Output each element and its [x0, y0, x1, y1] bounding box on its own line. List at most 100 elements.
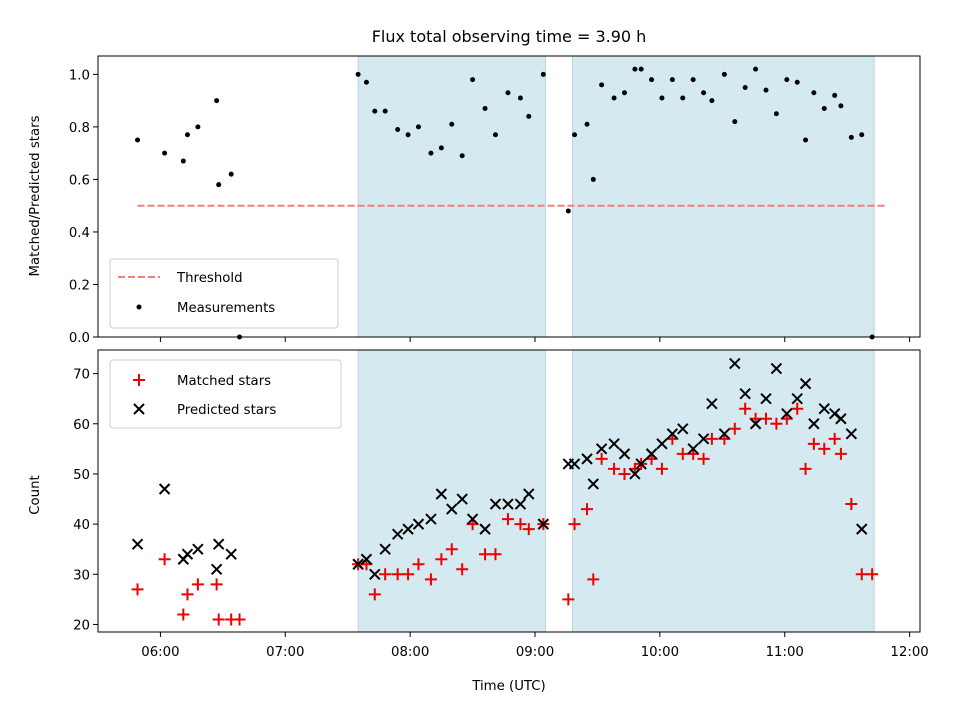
- measurements-point-6: [214, 98, 220, 104]
- matched-stars-point-18: [435, 553, 448, 566]
- predicted-stars-point-16: [425, 513, 437, 525]
- matched-stars-point-4: [181, 588, 194, 601]
- matched-stars-point-28: [562, 593, 575, 606]
- top-ytick-label: 1.0: [69, 68, 90, 83]
- top-shaded-interval-1: [357, 55, 546, 338]
- predicted-stars-point-57: [856, 523, 868, 535]
- predicted-stars-point-19: [456, 493, 468, 505]
- legend-measurements-label: Measurements: [177, 301, 275, 316]
- predicted-stars-point-21: [479, 523, 491, 535]
- matched-stars-point-19: [445, 543, 458, 556]
- bottom-axes-frame: [97, 349, 921, 633]
- legend-measurements-swatch: [136, 304, 142, 310]
- predicted-stars-point-35: [635, 458, 647, 470]
- matched-stars-point-49: [770, 417, 783, 430]
- xtick-label: 08:00: [391, 645, 429, 660]
- predicted-stars-point-12: [379, 543, 391, 555]
- measurements-point-50: [784, 77, 790, 83]
- xtick-label: 06:00: [141, 645, 179, 660]
- predicted-stars-point-45: [739, 387, 751, 400]
- predicted-stars-point-18: [446, 503, 458, 515]
- measurements-point-49: [773, 111, 779, 117]
- measurements-point-38: [659, 95, 665, 101]
- bottom-ytick-label: 60: [73, 418, 90, 433]
- predicted-stars-point-34: [629, 468, 641, 480]
- predicted-stars-point-31: [595, 443, 608, 455]
- measurements-point-43: [709, 98, 715, 104]
- predicted-stars-point-48: [770, 362, 783, 375]
- predicted-stars-point-26: [537, 518, 550, 530]
- predicted-stars-point-8: [225, 548, 237, 560]
- measurements-point-39: [669, 77, 675, 83]
- measurements-point-37: [649, 77, 655, 83]
- matched-stars-point-48: [760, 412, 773, 425]
- measurements-point-44: [721, 71, 727, 77]
- measurements-point-26: [526, 113, 532, 119]
- measurements-point-48: [763, 87, 769, 93]
- measurements-point-58: [859, 132, 865, 138]
- predicted-stars-point-11: [369, 568, 381, 581]
- shaded-intervals: [357, 55, 875, 633]
- measurements-point-11: [363, 79, 369, 85]
- measurements-point-15: [405, 132, 411, 138]
- matched-stars-point-55: [828, 432, 841, 445]
- top-ytick-label: 0.6: [69, 173, 90, 188]
- measurements-point-20: [459, 153, 465, 159]
- predicted-stars-point-40: [687, 443, 699, 455]
- measurements-point-7: [216, 182, 222, 188]
- measurements-point-25: [517, 95, 523, 101]
- matched-stars-point-17: [424, 573, 437, 586]
- measurements-point-41: [690, 77, 696, 83]
- top-legend: Threshold Measurements: [109, 258, 339, 329]
- predicted-stars-point-2: [158, 483, 171, 495]
- measurements-point-21: [470, 77, 476, 83]
- measurements-point-8: [228, 171, 234, 177]
- measurements-point-45: [732, 119, 738, 125]
- legend-matched-label: Matched stars: [177, 374, 271, 389]
- predicted-stars-point-51: [799, 377, 812, 390]
- data-layer: [131, 66, 887, 626]
- measurements-point-5: [195, 124, 201, 130]
- matched-stars-point-57: [845, 498, 858, 511]
- measurements-point-13: [382, 108, 388, 114]
- matched-stars-point-59: [866, 568, 879, 581]
- xlabel: Time (UTC): [471, 679, 546, 694]
- bottom-shaded-interval-1: [357, 349, 546, 633]
- top-ylabel: Matched/Predicted stars: [28, 115, 43, 276]
- bottom-ytick-label: 20: [73, 618, 90, 633]
- matched-stars-point-42: [697, 452, 710, 465]
- predicted-stars-point-47: [760, 392, 772, 405]
- measurements-point-1: [135, 137, 141, 143]
- measurements-point-10: [355, 71, 361, 77]
- measurements-point-34: [621, 90, 627, 96]
- measurements-point-51: [794, 79, 800, 85]
- matched-stars-point-26: [522, 523, 535, 536]
- predicted-stars-point-37: [656, 438, 668, 450]
- bottom-legend: Matched stars Predicted stars: [109, 359, 342, 429]
- matched-stars-point-6: [210, 578, 223, 591]
- legend-predicted-swatch: [133, 403, 145, 415]
- predicted-stars-point-13: [391, 528, 404, 540]
- predicted-stars-point-20: [466, 513, 479, 525]
- predicted-stars-point-6: [210, 563, 223, 575]
- measurements-point-2: [162, 150, 168, 156]
- predicted-stars-point-55: [835, 413, 847, 425]
- measurements-point-19: [449, 121, 455, 127]
- top-legend-box: [109, 258, 339, 329]
- predicted-stars-point-15: [412, 518, 425, 530]
- measurements-point-3: [180, 158, 186, 164]
- measurements-point-12: [372, 108, 378, 114]
- matched-stars-point-16: [412, 558, 425, 571]
- predicted-stars-point-32: [608, 438, 620, 450]
- matched-stars-point-53: [807, 437, 820, 450]
- measurements-point-33: [611, 95, 617, 101]
- matched-stars-point-54: [818, 442, 831, 455]
- bottom-ytick-label: 70: [73, 368, 90, 383]
- matched-stars-point-2: [158, 553, 171, 566]
- predicted-stars-point-46: [749, 418, 762, 430]
- predicted-stars-point-10: [360, 553, 373, 565]
- xtick-label: 07:00: [266, 645, 304, 660]
- measurements-point-32: [599, 82, 605, 88]
- matched-stars-point-9: [233, 613, 246, 626]
